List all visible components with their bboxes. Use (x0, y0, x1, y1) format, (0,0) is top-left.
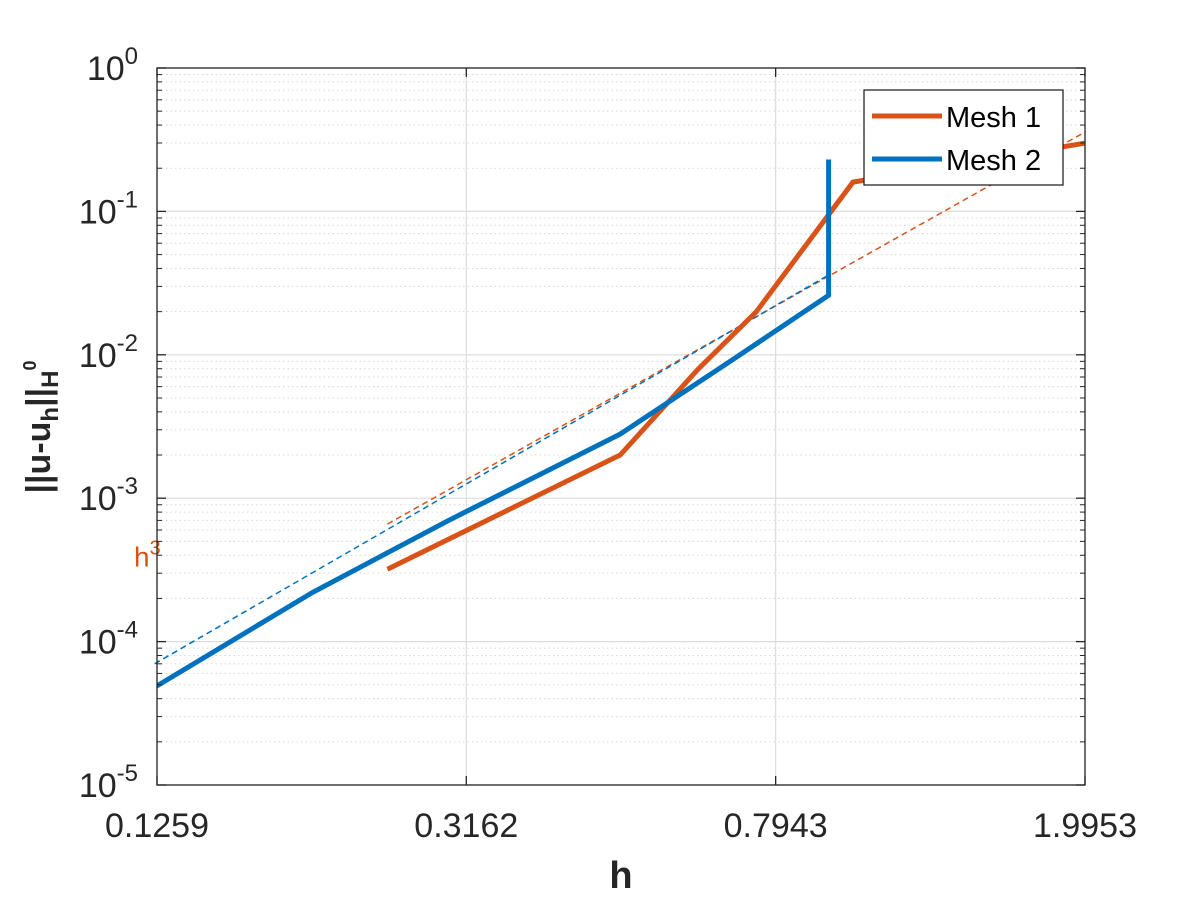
axis-ticks (156, 67, 1086, 786)
series-line-mesh-2 (157, 159, 832, 689)
plot-frame (156, 67, 1086, 786)
y-tick-label: 100 (87, 43, 138, 88)
x-tick-labels: 0.1259 0.3162 0.7943 1.9953 (105, 807, 1137, 845)
minor-grid (157, 74, 1085, 743)
y-axis-title: ||u-uh||H0 (20, 361, 64, 494)
x-tick-label: 0.1259 (105, 807, 209, 845)
legend-label-mesh-2: Mesh 2 (946, 145, 1041, 177)
legend: Mesh 1 Mesh 2 (863, 89, 1064, 186)
y-axis-title-sub2: H (37, 371, 64, 388)
x-tick-label: 1.9953 (1033, 807, 1137, 845)
y-axis-title-sub1: h (37, 407, 64, 422)
x-axis-title: h (609, 855, 632, 897)
y-tick-label: 10-2 (79, 330, 138, 375)
y-axis-title-main: ||u-u (20, 422, 58, 494)
y-axis-title-sup: 0 (20, 361, 40, 371)
annotations: h3 (134, 537, 161, 572)
plot-background (157, 68, 1085, 785)
y-tick-label: 10-1 (79, 186, 138, 231)
x-tick-label: 0.7943 (724, 807, 828, 845)
y-tick-label: 10-5 (79, 760, 138, 805)
legend-box (863, 89, 1064, 186)
legend-label-mesh-1: Mesh 1 (946, 102, 1041, 134)
x-tick-label: 0.3162 (414, 807, 518, 845)
annotation-order-label: h3 (134, 537, 161, 572)
y-tick-labels: 10-5 10-4 10-3 10-2 10-1 100 (79, 43, 138, 805)
y-axis-title-mid: || (20, 388, 58, 407)
y-tick-label: 10-3 (79, 473, 138, 518)
y-tick-label: 10-4 (79, 617, 138, 662)
